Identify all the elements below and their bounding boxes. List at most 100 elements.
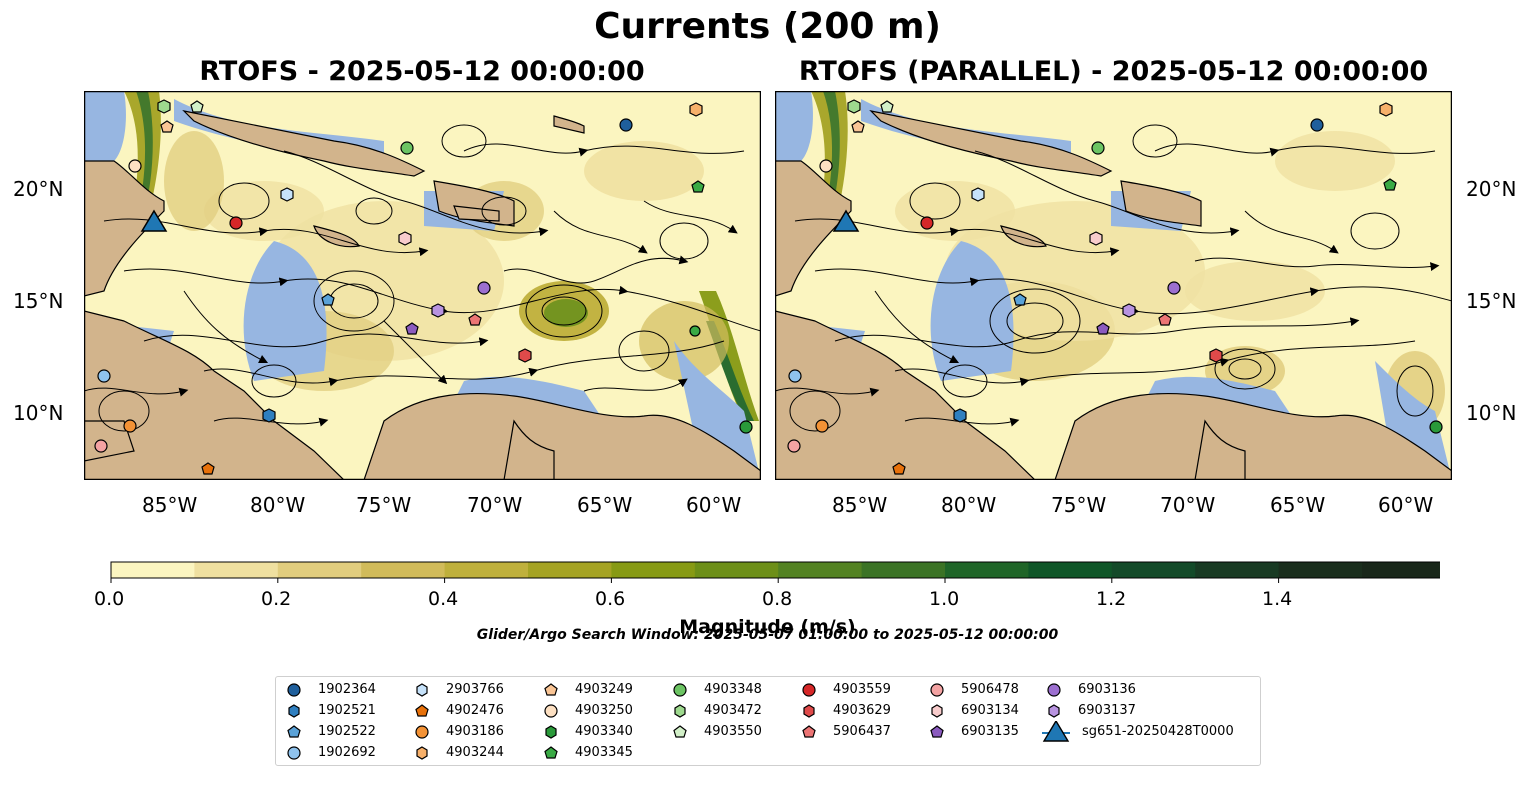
- legend-label: 4903348: [704, 682, 762, 697]
- legend-label: 6903136: [1078, 682, 1136, 697]
- float-marker: [123, 419, 137, 433]
- float-marker: [1158, 313, 1172, 326]
- legend-label: 4903340: [575, 724, 633, 739]
- colorbar: [100, 555, 1511, 615]
- float-marker: [788, 369, 802, 383]
- float-marker: [689, 102, 703, 117]
- float-marker: [229, 216, 243, 230]
- legend-label: 1902521: [318, 703, 376, 718]
- float-marker: [787, 439, 801, 453]
- colorbar-tick: 0.6: [595, 588, 626, 610]
- float-marker: [819, 159, 833, 173]
- legend-marker-icon: [802, 683, 816, 697]
- colorbar-band: [1195, 562, 1280, 578]
- left-panel-title: RTOFS - 2025-05-12 00:00:00: [199, 56, 645, 87]
- float-marker: [468, 313, 482, 326]
- legend-marker-icon: [1042, 721, 1070, 742]
- float-marker: [851, 120, 865, 133]
- float-marker: [815, 419, 829, 433]
- left-lat-label: 15°N: [13, 289, 64, 313]
- land: [775, 110, 1452, 480]
- colorbar-band: [861, 562, 946, 578]
- colorbar-band: [1111, 562, 1196, 578]
- right-lon-label: 80°W: [941, 493, 997, 517]
- right-current-map: [775, 91, 1452, 480]
- legend-label: 1902522: [318, 724, 376, 739]
- colorbar-svg: [110, 561, 1511, 583]
- colorbar-band: [694, 562, 779, 578]
- colorbar-band: [1278, 562, 1363, 578]
- legend: 1902364 1902521 1902522 1902692 2903766 49024…: [275, 676, 1261, 766]
- float-marker: [1091, 141, 1105, 155]
- float-markers: [94, 99, 753, 475]
- left-lon-label: 75°W: [356, 493, 412, 517]
- float-marker: [201, 462, 215, 475]
- legend-label: sg651-20250428T0000: [1082, 724, 1234, 739]
- float-marker: [431, 303, 445, 318]
- legend-marker-icon: [674, 704, 686, 718]
- legend-label: 6903137: [1078, 703, 1136, 718]
- colorbar-band: [111, 562, 195, 578]
- right-lon-label: 75°W: [1051, 493, 1107, 517]
- right-lon-label: 65°W: [1270, 493, 1326, 517]
- legend-marker-icon: [415, 704, 429, 717]
- float-marker: [739, 420, 753, 434]
- float-marker: [847, 99, 861, 114]
- legend-label: 5906478: [961, 682, 1019, 697]
- right-lat-label: 15°N: [1466, 289, 1517, 313]
- float-marker: [691, 180, 705, 193]
- legend-marker-icon: [287, 746, 301, 760]
- legend-label: 5906437: [833, 724, 891, 739]
- legend-label: 2903766: [446, 682, 504, 697]
- colorbar-band: [444, 562, 529, 578]
- legend-marker-icon: [802, 725, 816, 738]
- legend-marker-icon: [673, 683, 687, 697]
- colorbar-tick: 0.0: [94, 588, 125, 610]
- glider-marker: [140, 209, 168, 232]
- legend-marker-icon: [931, 704, 943, 718]
- legend-marker-icon: [288, 704, 300, 718]
- legend-label: 4903250: [575, 703, 633, 718]
- colorbar-band: [778, 562, 863, 578]
- float-marker: [892, 462, 906, 475]
- float-marker: [477, 281, 491, 295]
- colorbar-band: [1362, 562, 1446, 578]
- legend-marker-icon: [416, 683, 428, 697]
- legend-label: 4903472: [704, 703, 762, 718]
- float-marker: [971, 187, 985, 202]
- legend-label: 6903134: [961, 703, 1019, 718]
- float-marker: [619, 118, 633, 132]
- float-marker: [953, 408, 967, 423]
- left-lon-label: 70°W: [467, 493, 523, 517]
- left-lon-label: 80°W: [250, 493, 306, 517]
- glider-marker: [832, 209, 860, 232]
- legend-label: 4903559: [833, 682, 891, 697]
- land: [84, 110, 761, 480]
- float-marker: [94, 439, 108, 453]
- left-current-map: [84, 91, 761, 480]
- colorbar-tick: 1.2: [1096, 588, 1127, 610]
- colorbar-tick: 0.8: [762, 588, 793, 610]
- figure-title: Currents (200 m): [594, 6, 941, 47]
- legend-label: 4903244: [446, 745, 504, 760]
- legend-label: 6903135: [961, 724, 1019, 739]
- float-marker: [1122, 303, 1136, 318]
- float-marker: [400, 141, 414, 155]
- colorbar-band: [361, 562, 446, 578]
- right-lon-label: 60°W: [1378, 493, 1434, 517]
- float-marker: [689, 325, 701, 337]
- float-marker: [1096, 322, 1110, 335]
- legend-marker-icon: [930, 683, 944, 697]
- right-lat-label: 20°N: [1466, 177, 1517, 201]
- left-lon-label: 60°W: [686, 493, 742, 517]
- colorbar-label: Magnitude (m/s): [679, 616, 856, 638]
- float-marker: [280, 187, 294, 202]
- legend-marker-icon: [544, 683, 558, 696]
- float-marker: [321, 293, 335, 306]
- legend-marker-icon: [673, 725, 687, 738]
- float-marker: [262, 408, 276, 423]
- float-marker: [1310, 118, 1324, 132]
- legend-label: 1902364: [318, 682, 376, 697]
- float-marker: [157, 99, 171, 114]
- legend-marker-icon: [803, 704, 815, 718]
